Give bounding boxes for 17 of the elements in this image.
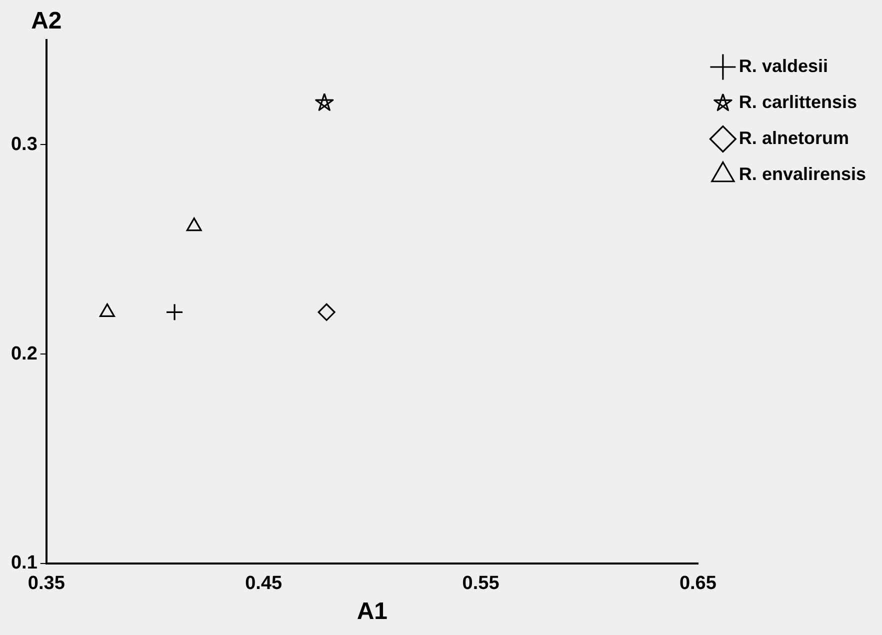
- legend-label: R. envalirensis: [738, 164, 866, 184]
- y-tick-label: 0.1: [10, 552, 38, 574]
- point: [318, 303, 336, 321]
- x-tick-label: 0.35: [28, 573, 66, 594]
- point: [315, 93, 334, 111]
- legend-label: R. carlittensis: [738, 92, 857, 112]
- y-tick-label: 0.2: [10, 343, 38, 364]
- x-tick-label: 0.65: [679, 573, 717, 594]
- point: [166, 303, 184, 321]
- y-axis-title: A2: [31, 8, 62, 35]
- y-tick-label: 0.3: [10, 134, 38, 155]
- point: [186, 218, 202, 232]
- x-axis-title: A1: [356, 598, 388, 626]
- legend-label: R. alnetorum: [738, 128, 849, 148]
- x-tick-label: 0.55: [462, 573, 500, 594]
- x-tick-label: 0.45: [245, 573, 283, 594]
- legend-label: R. valdesii: [738, 56, 828, 76]
